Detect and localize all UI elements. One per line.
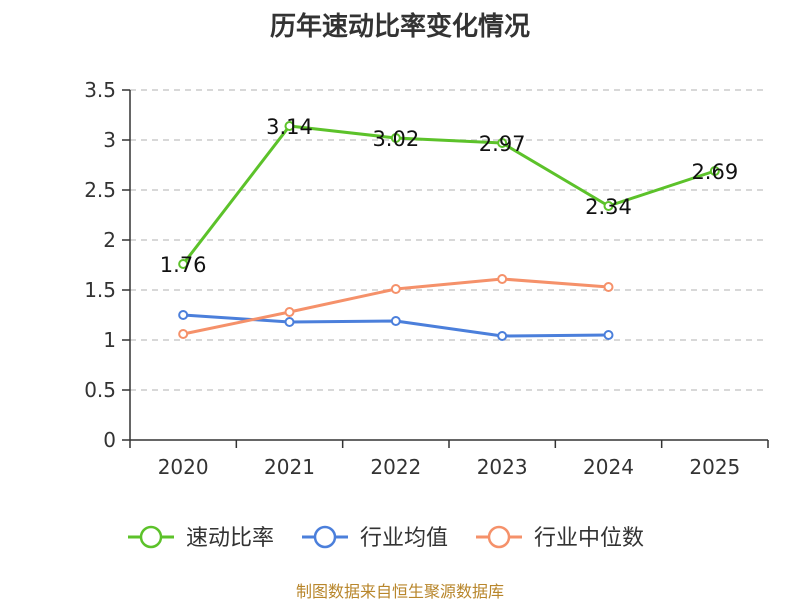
legend-item[interactable]: 行业均值 bbox=[302, 525, 448, 551]
data-labels: 1.76 3.14 3.02 2.97 2.34 2.69 bbox=[160, 115, 738, 277]
x-tick-label: 2025 bbox=[689, 455, 740, 479]
data-point bbox=[284, 317, 295, 327]
data-label: 2.34 bbox=[585, 195, 632, 219]
data-point bbox=[709, 166, 720, 176]
legend: 速动比率 行业均值 行业中位数 bbox=[128, 525, 644, 551]
data-label: 3.14 bbox=[266, 115, 313, 139]
y-tick-label: 2.5 bbox=[84, 178, 116, 202]
y-tick-label: 3.5 bbox=[84, 78, 116, 102]
series-line bbox=[181, 124, 716, 265]
data-point bbox=[390, 133, 401, 143]
data-point bbox=[497, 274, 508, 284]
series bbox=[178, 121, 720, 341]
axes: 0 0.5 1 1.5 2 2.5 3 3.5 2020 2021 2022 2023 2024 2025 bbox=[84, 78, 769, 479]
grid-lines bbox=[130, 89, 768, 391]
data-point bbox=[284, 121, 295, 131]
data-point bbox=[178, 259, 189, 269]
y-tick-label: 2 bbox=[103, 228, 116, 252]
legend-item[interactable]: 行业中位数 bbox=[476, 525, 644, 551]
x-tick-label: 2023 bbox=[477, 455, 528, 479]
y-tick-label: 1 bbox=[103, 328, 116, 352]
x-tick-label: 2022 bbox=[370, 455, 421, 479]
data-point bbox=[603, 282, 614, 292]
y-tick-label: 0.5 bbox=[84, 378, 116, 402]
data-label: 3.02 bbox=[372, 127, 419, 151]
legend-label: 行业均值 bbox=[360, 526, 448, 551]
data-point bbox=[603, 330, 614, 340]
x-tick-label: 2021 bbox=[264, 455, 315, 479]
data-point bbox=[497, 331, 508, 341]
source-note: 制图数据来自恒生聚源数据库 bbox=[295, 582, 504, 601]
legend-marker bbox=[313, 525, 337, 549]
x-tick-label: 2020 bbox=[158, 455, 209, 479]
y-tick-label: 3 bbox=[103, 128, 116, 152]
chart-title: 历年速动比率变化情况 bbox=[269, 12, 530, 42]
y-tick-label: 1.5 bbox=[84, 278, 116, 302]
data-point bbox=[178, 310, 189, 320]
data-label: 1.76 bbox=[160, 253, 207, 277]
data-point bbox=[603, 201, 614, 211]
data-point bbox=[390, 316, 401, 326]
data-label: 2.97 bbox=[479, 132, 526, 156]
y-tick-label: 0 bbox=[103, 428, 116, 452]
x-tick-label: 2024 bbox=[583, 455, 634, 479]
data-label: 2.69 bbox=[691, 160, 738, 184]
data-point bbox=[390, 284, 401, 294]
data-point bbox=[284, 307, 295, 317]
legend-item[interactable]: 速动比率 bbox=[128, 525, 274, 551]
data-point bbox=[178, 329, 189, 339]
legend-marker bbox=[139, 525, 163, 549]
legend-label: 行业中位数 bbox=[534, 526, 644, 551]
legend-marker bbox=[487, 525, 511, 549]
data-point bbox=[497, 138, 508, 148]
legend-label: 速动比率 bbox=[186, 526, 274, 551]
